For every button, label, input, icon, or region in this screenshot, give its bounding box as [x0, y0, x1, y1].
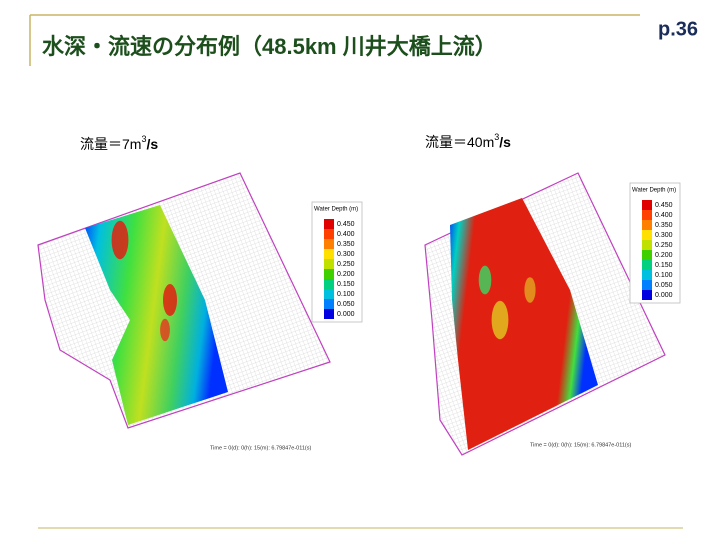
- legend-swatch: [642, 250, 652, 260]
- depth-blob: [478, 265, 492, 295]
- legend-swatch: [324, 259, 334, 269]
- legend-swatch: [324, 299, 334, 309]
- depth-blob: [491, 300, 509, 340]
- legend-level: 0.050: [655, 282, 673, 289]
- flow-label: 流量＝40m3/s: [425, 132, 511, 149]
- legend-level: 0.300: [337, 251, 355, 258]
- slide-title: 水深・流速の分布例（48.5km 川井大橋上流）: [42, 34, 497, 59]
- legend-swatch: [324, 239, 334, 249]
- legend-title: Water Depth (m): [632, 188, 676, 194]
- legend-level: 0.050: [337, 301, 355, 308]
- legend-swatch: [642, 270, 652, 280]
- label-sup: 3: [141, 134, 146, 144]
- label-prefix: 流量＝7m: [80, 136, 141, 152]
- legend-swatch: [642, 230, 652, 240]
- legend-level: 0.250: [337, 261, 355, 268]
- legend-swatch: [642, 220, 652, 230]
- legend-box: [311, 201, 363, 323]
- time-stamp: Time = 0(d): 0(h): 15(m): 6.79847e-011(s…: [210, 445, 311, 451]
- page-number: p.36: [658, 18, 698, 40]
- legend-swatch: [324, 249, 334, 259]
- legend-level: 0.100: [655, 272, 673, 279]
- river: [85, 205, 228, 425]
- legend-swatch: [642, 280, 652, 290]
- legend-swatch: [642, 260, 652, 270]
- depth-blob: [111, 220, 129, 260]
- legend-level: 0.150: [655, 262, 673, 269]
- legend-level: 0.400: [655, 212, 673, 219]
- legend-level: 0.000: [337, 311, 355, 318]
- legend-swatch: [324, 229, 334, 239]
- legend-level: 0.400: [337, 231, 355, 238]
- legend-swatch: [642, 240, 652, 250]
- legend-title: Water Depth (m): [314, 207, 358, 213]
- flow-label: 流量＝7m3/s: [80, 134, 158, 151]
- time-stamp: Time = 0(d): 0(h): 15(m): 6.79847e-011(s…: [530, 442, 631, 448]
- legend-level: 0.350: [337, 241, 355, 248]
- label-sup: 3: [494, 132, 499, 142]
- label-suffix: /s: [146, 136, 158, 152]
- legend-swatch: [324, 219, 334, 229]
- legend-level: 0.100: [337, 291, 355, 298]
- legend-swatch: [324, 309, 334, 319]
- legend-swatch: [324, 269, 334, 279]
- legend-level: 0.150: [337, 281, 355, 288]
- sim-panel: 流量＝40m3/s Water Depth (m) 0.450 0.400 0.350 0…: [424, 132, 681, 456]
- legend-level: 0.250: [655, 242, 673, 249]
- depth-blob: [163, 284, 177, 316]
- legend-level: 0.000: [655, 292, 673, 299]
- depth-blob: [524, 277, 536, 303]
- sim-panel: 流量＝7m3/s Water Depth (m) 0.450 0.400 0.350 0.…: [37, 134, 363, 451]
- legend-box: [629, 182, 681, 304]
- legend-level: 0.450: [655, 202, 673, 209]
- label-suffix: /s: [499, 134, 511, 150]
- legend-swatch: [642, 200, 652, 210]
- legend-level: 0.450: [337, 221, 355, 228]
- label-prefix: 流量＝40m: [425, 134, 494, 150]
- legend-level: 0.200: [655, 252, 673, 259]
- legend-level: 0.350: [655, 222, 673, 229]
- legend-swatch: [324, 279, 334, 289]
- legend-level: 0.200: [337, 271, 355, 278]
- legend-swatch: [642, 210, 652, 220]
- depth-blob: [160, 318, 170, 342]
- legend-swatch: [324, 289, 334, 299]
- legend-level: 0.300: [655, 232, 673, 239]
- river: [450, 198, 598, 450]
- legend-swatch: [642, 290, 652, 300]
